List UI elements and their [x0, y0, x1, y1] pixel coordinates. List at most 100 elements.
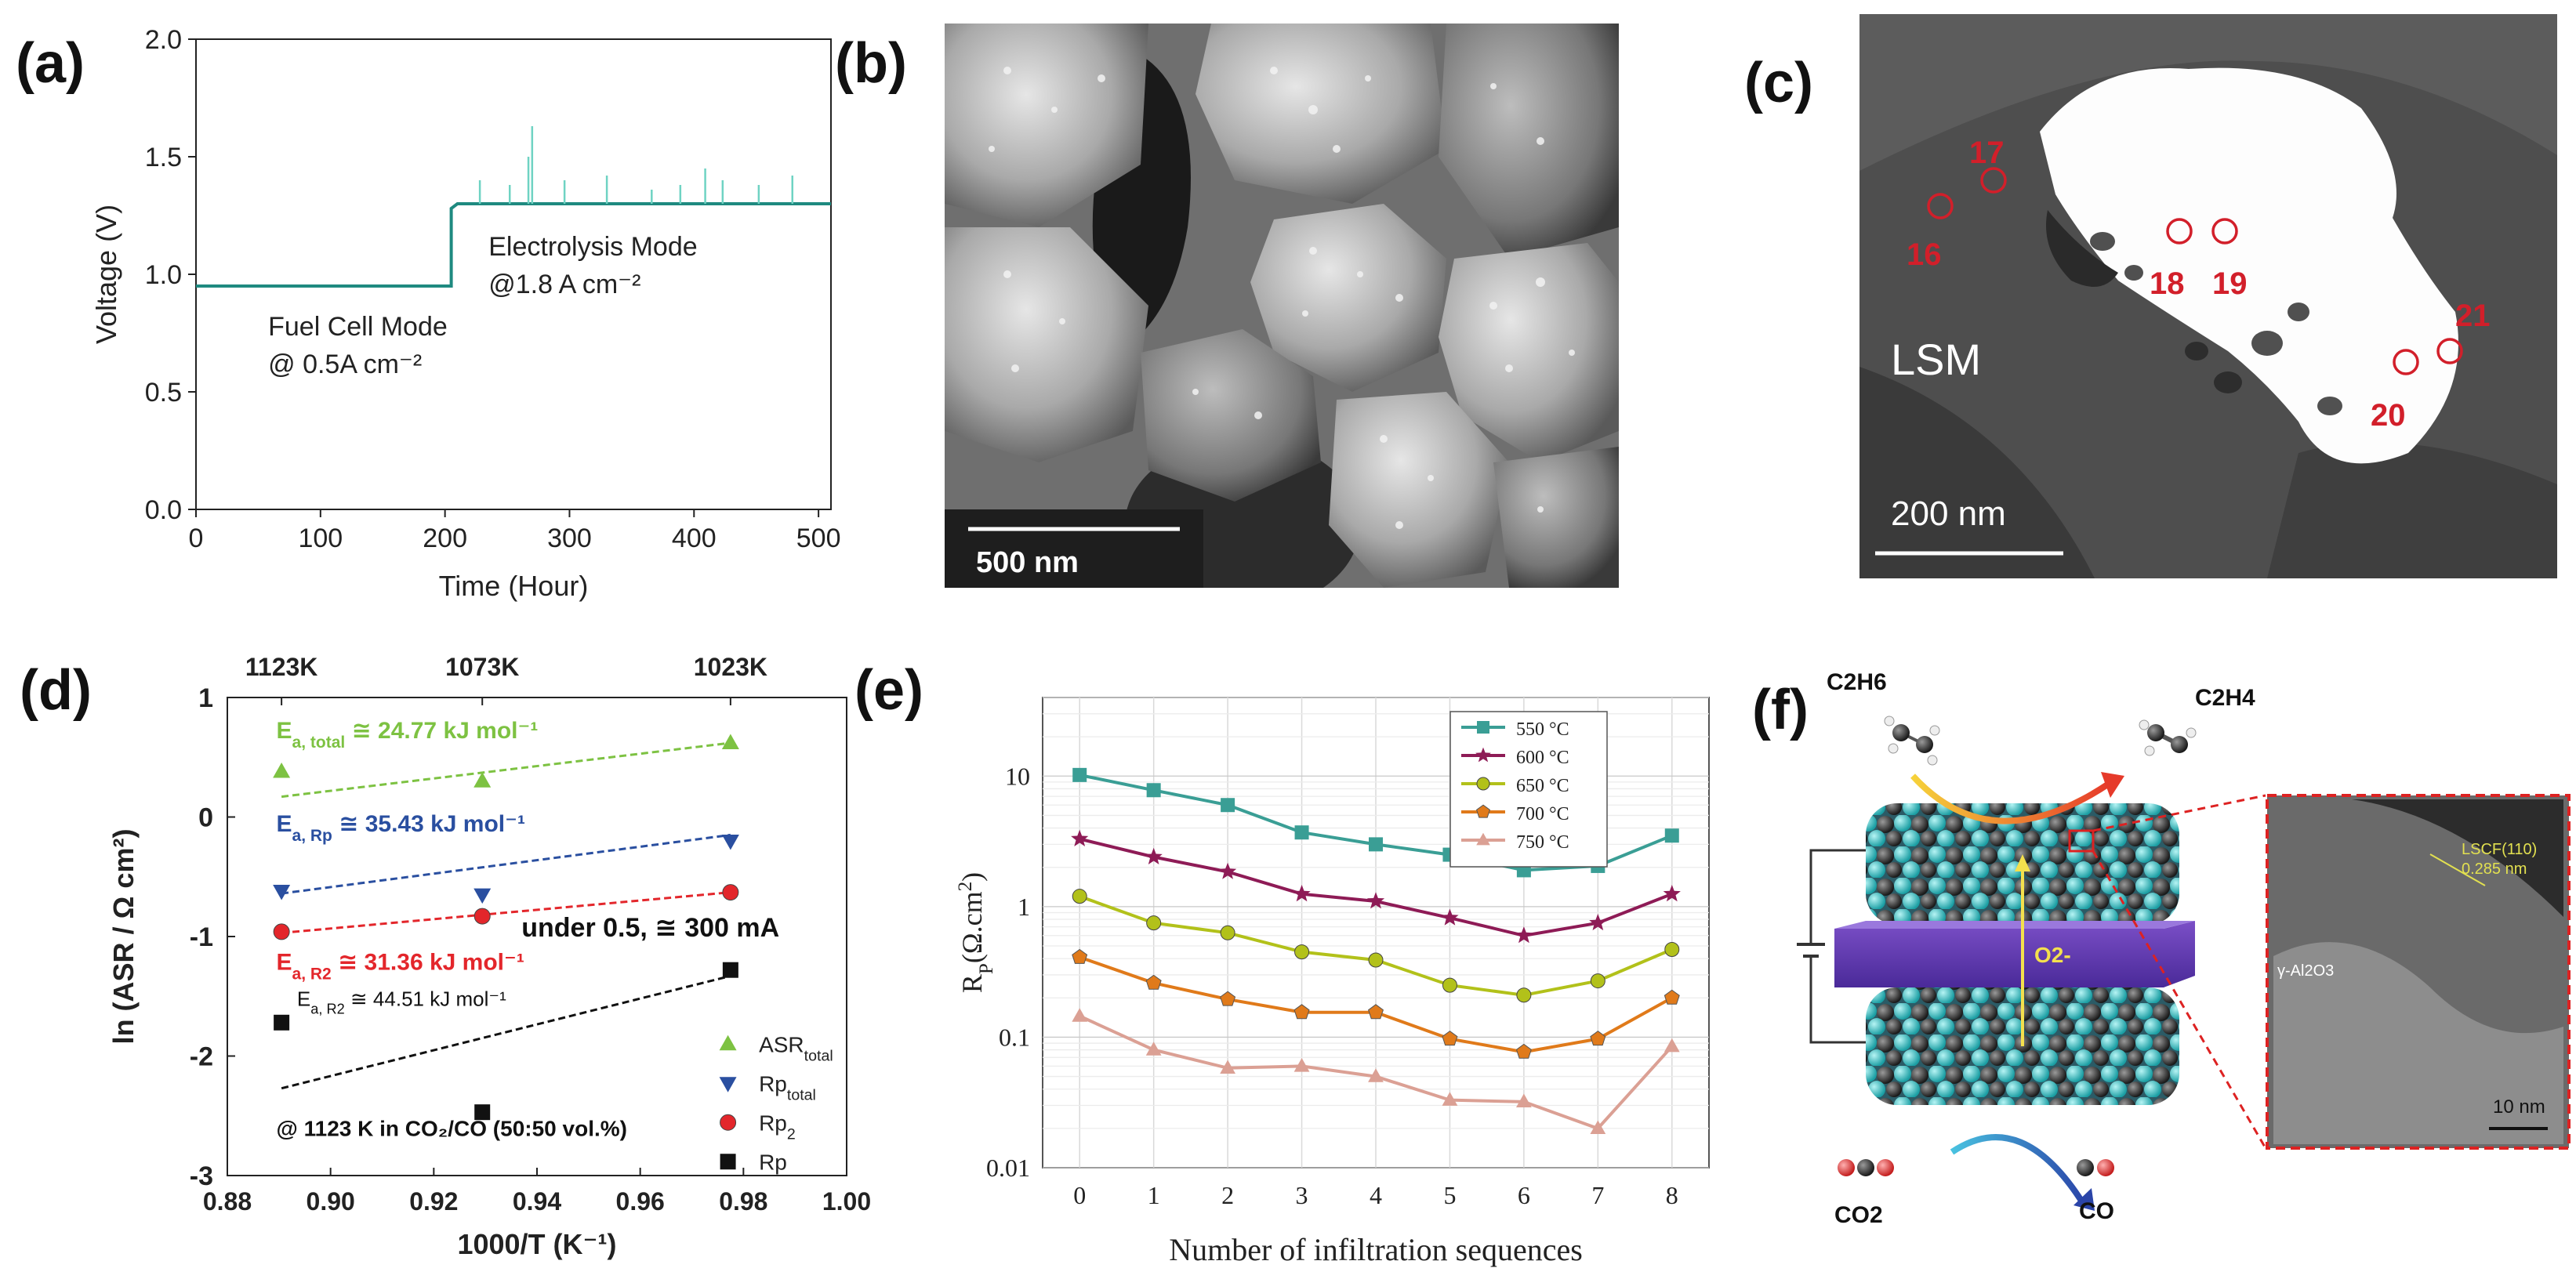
point-d-3-0 [274, 1014, 290, 1031]
legend-label-d-0: ASRtotal [759, 1032, 833, 1064]
x-axis-label-d: 1000/T (K⁻¹) [457, 1228, 616, 1260]
point-d-2-1 [473, 908, 491, 925]
point-d-0-2 [721, 734, 739, 749]
legend-label-e-4: 750 °C [1516, 832, 1569, 853]
x-tick-label-a-1: 100 [298, 524, 343, 553]
point-e-3-1 [1145, 974, 1162, 990]
inset-phase-label: γ-Al2O3 [2277, 962, 2334, 980]
sem-image: 500 nm [945, 24, 1619, 588]
x-tick-label-e-8: 8 [1666, 1181, 1678, 1209]
y-tick-label-d-1: -2 [190, 1042, 213, 1072]
sem-micrograph: 500 nm [945, 24, 1619, 588]
co-molecule [2077, 1159, 2114, 1176]
y-tick-label-d-4: 1 [198, 683, 213, 713]
reactant-bottom-label: CO2 [1834, 1202, 1883, 1228]
ethylene-molecule [2139, 719, 2197, 756]
x-axis-label-a: Time (Hour) [439, 570, 589, 602]
point-d-2-0 [273, 923, 290, 940]
x-tick-label-a-4: 400 [672, 524, 717, 553]
panel-a-label: (a) [16, 32, 85, 95]
x-tick-label-e-7: 7 [1591, 1181, 1604, 1209]
x-tick-label-d-1: 0.90 [307, 1187, 355, 1216]
product-top-label: C2H4 [2195, 685, 2255, 711]
x-tick-label-d-2: 0.92 [409, 1187, 458, 1216]
x-tick-label-d-6: 1.00 [822, 1187, 870, 1216]
y-tick-label-a-0: 0.0 [145, 495, 182, 525]
x-tick-label-e-4: 4 [1370, 1181, 1382, 1209]
point-e-3-4 [1368, 1004, 1384, 1020]
point-e-4-1 [1145, 1042, 1162, 1056]
point-d-0-1 [473, 772, 492, 788]
x-tick-label-a-3: 300 [547, 524, 592, 553]
point-e-1-2 [1219, 862, 1237, 879]
y-axis-label-e: RP(Ω.cm2) [955, 872, 997, 993]
fit-line-d-3 [281, 974, 731, 1090]
y-tick-label-d-3: 0 [198, 803, 213, 833]
point-e-1-3 [1293, 885, 1311, 902]
legend-marker-e-4 [1476, 832, 1490, 846]
ea-total-annotation: Ea, total ≅ 24.77 kJ mol⁻¹ [277, 718, 539, 752]
point-e-4-2 [1220, 1060, 1236, 1074]
legend-marker-d-3 [720, 1154, 736, 1170]
chart-e: 0 1 2 3 4 5 6 7 8 0.01 0.1 1 10 Number of infiltratio… [955, 697, 1710, 1267]
top-tick-label-d-0: 1123K [245, 653, 318, 681]
point-e-2-6 [1516, 987, 1532, 1003]
legend-label-d-3: Rp [759, 1150, 787, 1174]
y-tick-label-e-1: 0.1 [999, 1023, 1030, 1051]
x-tick-label-e-2: 2 [1221, 1181, 1234, 1209]
legend-marker-e-0 [1477, 721, 1489, 734]
y-tick-label-a-2: 1.0 [145, 260, 182, 290]
legend-label-d-2: Rp2 [759, 1111, 796, 1143]
x-tick-label-d-4: 0.96 [616, 1187, 665, 1216]
point-e-2-4 [1368, 952, 1384, 968]
panel-e-label: (e) [854, 659, 923, 722]
top-tick-label-d-2: 1023K [694, 653, 767, 681]
inset-scalebar-label: 10 nm [2493, 1096, 2545, 1118]
y-tick-label-e-0: 0.01 [986, 1154, 1030, 1182]
point-e-3-6 [1515, 1043, 1532, 1059]
x-tick-label-d-3: 0.94 [513, 1187, 561, 1216]
point-e-4-6 [1515, 1093, 1532, 1108]
point-e-2-5 [1442, 977, 1457, 993]
point-e-1-0 [1071, 829, 1089, 846]
test-condition-note: under 0.5, ≅ 300 mA [521, 913, 779, 943]
point-e-0-3 [1294, 825, 1309, 840]
point-e-3-3 [1293, 1004, 1310, 1020]
point-e-2-0 [1072, 889, 1087, 904]
tem-point-19: 19 [2212, 266, 2248, 301]
point-e-2-2 [1220, 925, 1235, 940]
x-tick-label-a-2: 200 [423, 524, 467, 553]
point-e-0-0 [1072, 767, 1087, 782]
point-e-0-2 [1221, 798, 1235, 813]
point-e-4-3 [1293, 1058, 1310, 1072]
y-tick-label-d-2: -1 [190, 922, 213, 952]
legend-label-e-3: 700 °C [1516, 804, 1569, 824]
ea-r2b-annotation: Ea, R2 ≅ 44.51 kJ mol⁻¹ [297, 987, 506, 1016]
co2-molecule [1838, 1159, 1894, 1176]
panel-d-label: (d) [20, 659, 92, 722]
legend-marker-d-2 [720, 1114, 737, 1131]
point-d-1-2 [721, 835, 739, 850]
x-tick-label-e-5: 5 [1443, 1181, 1456, 1209]
tem-point-20: 20 [2371, 398, 2406, 433]
point-e-2-8 [1664, 941, 1680, 957]
x-tick-label-e-1: 1 [1148, 1181, 1160, 1209]
product-bottom-label: CO [2079, 1198, 2114, 1224]
voltage-trace [196, 202, 831, 288]
point-e-1-8 [1663, 885, 1681, 902]
y-axis-label-d: ln (ASR / Ω cm²) [107, 829, 140, 1045]
y-tick-label-a-3: 1.5 [145, 143, 182, 172]
x-tick-label-a-5: 500 [796, 524, 841, 553]
fit-line-d-1 [281, 833, 731, 895]
fit-line-d-0 [281, 741, 731, 799]
tem-region-label: LSM [1891, 335, 1981, 384]
sem-scalebar-label: 500 nm [976, 546, 1079, 579]
tem-point-21: 21 [2455, 299, 2491, 333]
point-e-1-5 [1441, 908, 1459, 926]
legend-label-e-1: 600 °C [1516, 748, 1569, 768]
point-e-4-4 [1368, 1068, 1384, 1082]
point-e-4-7 [1590, 1120, 1606, 1135]
tem-point-18: 18 [2150, 266, 2185, 301]
tem-scalebar-label: 200 nm [1891, 495, 2006, 533]
chart-d: 0.88 0.90 0.92 0.94 0.96 0.98 1.00 -3 -2 -1 0 1 1123… [107, 653, 870, 1260]
